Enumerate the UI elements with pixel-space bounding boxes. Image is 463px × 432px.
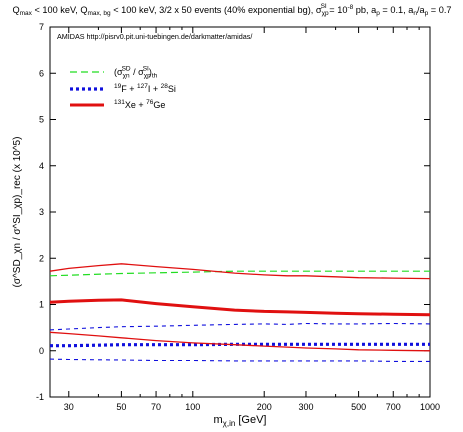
legend-label-green: (σχnSD / σχpSI)th: [114, 66, 158, 80]
x-tick-label: 70: [151, 402, 161, 412]
y-tick-label: 4: [39, 161, 44, 171]
series-line-blue-2: [49, 322, 431, 331]
x-tick-label: 700: [386, 402, 401, 412]
amidas-annotation: AMIDAS http://pisrv0.pit.uni-tuebingen.d…: [57, 32, 252, 41]
x-tick-label: 200: [257, 402, 272, 412]
series-line-blue-1: [50, 342, 430, 348]
series-line-red-6: [49, 331, 431, 352]
series-line-green-0: [49, 270, 430, 277]
y-axis-label: (σ^SD_χn / σ^SI_χp)_rec (x 10^5): [12, 137, 23, 288]
y-tick-label: 2: [39, 253, 44, 263]
plot-frame: [49, 26, 431, 398]
y-tick-label: 1: [39, 300, 44, 310]
y-tick-label: 0: [39, 346, 44, 356]
y-tick-label: 6: [39, 68, 44, 78]
x-axis: 30 50 70 100 200 300 500 700 1000: [64, 27, 440, 412]
x-tick-label: 500: [351, 402, 366, 412]
y-axis: -1 0 1 2 3 4 5 6 7: [36, 22, 430, 402]
x-axis-label: mχ,in [GeV]: [213, 414, 266, 428]
legend-label-blue: 19F + 127I + 28Si: [114, 83, 176, 94]
series-line-red-4: [49, 298, 431, 317]
x-tick-label: 50: [116, 402, 126, 412]
series-line-red-5: [49, 263, 431, 280]
y-tick-label: 3: [39, 207, 44, 217]
series-line-blue-3: [49, 358, 430, 362]
x-tick-label: 30: [64, 402, 74, 412]
data-series: [49, 263, 431, 362]
y-tick-label: -1: [36, 392, 44, 402]
y-tick-label: 5: [39, 115, 44, 125]
legend: (σχnSD / σχpSI)th 19F + 127I + 28Si 131X…: [70, 66, 176, 110]
x-tick-label: 100: [185, 402, 200, 412]
x-tick-label: 300: [298, 402, 313, 412]
legend-label-red: 131Xe + 76Ge: [114, 99, 165, 110]
x-tick-label: 1000: [420, 402, 440, 412]
y-tick-label: 7: [39, 22, 44, 32]
chart-title: Qmax < 100 keV, Qmax, bg < 100 keV, 3/2 …: [12, 3, 451, 17]
